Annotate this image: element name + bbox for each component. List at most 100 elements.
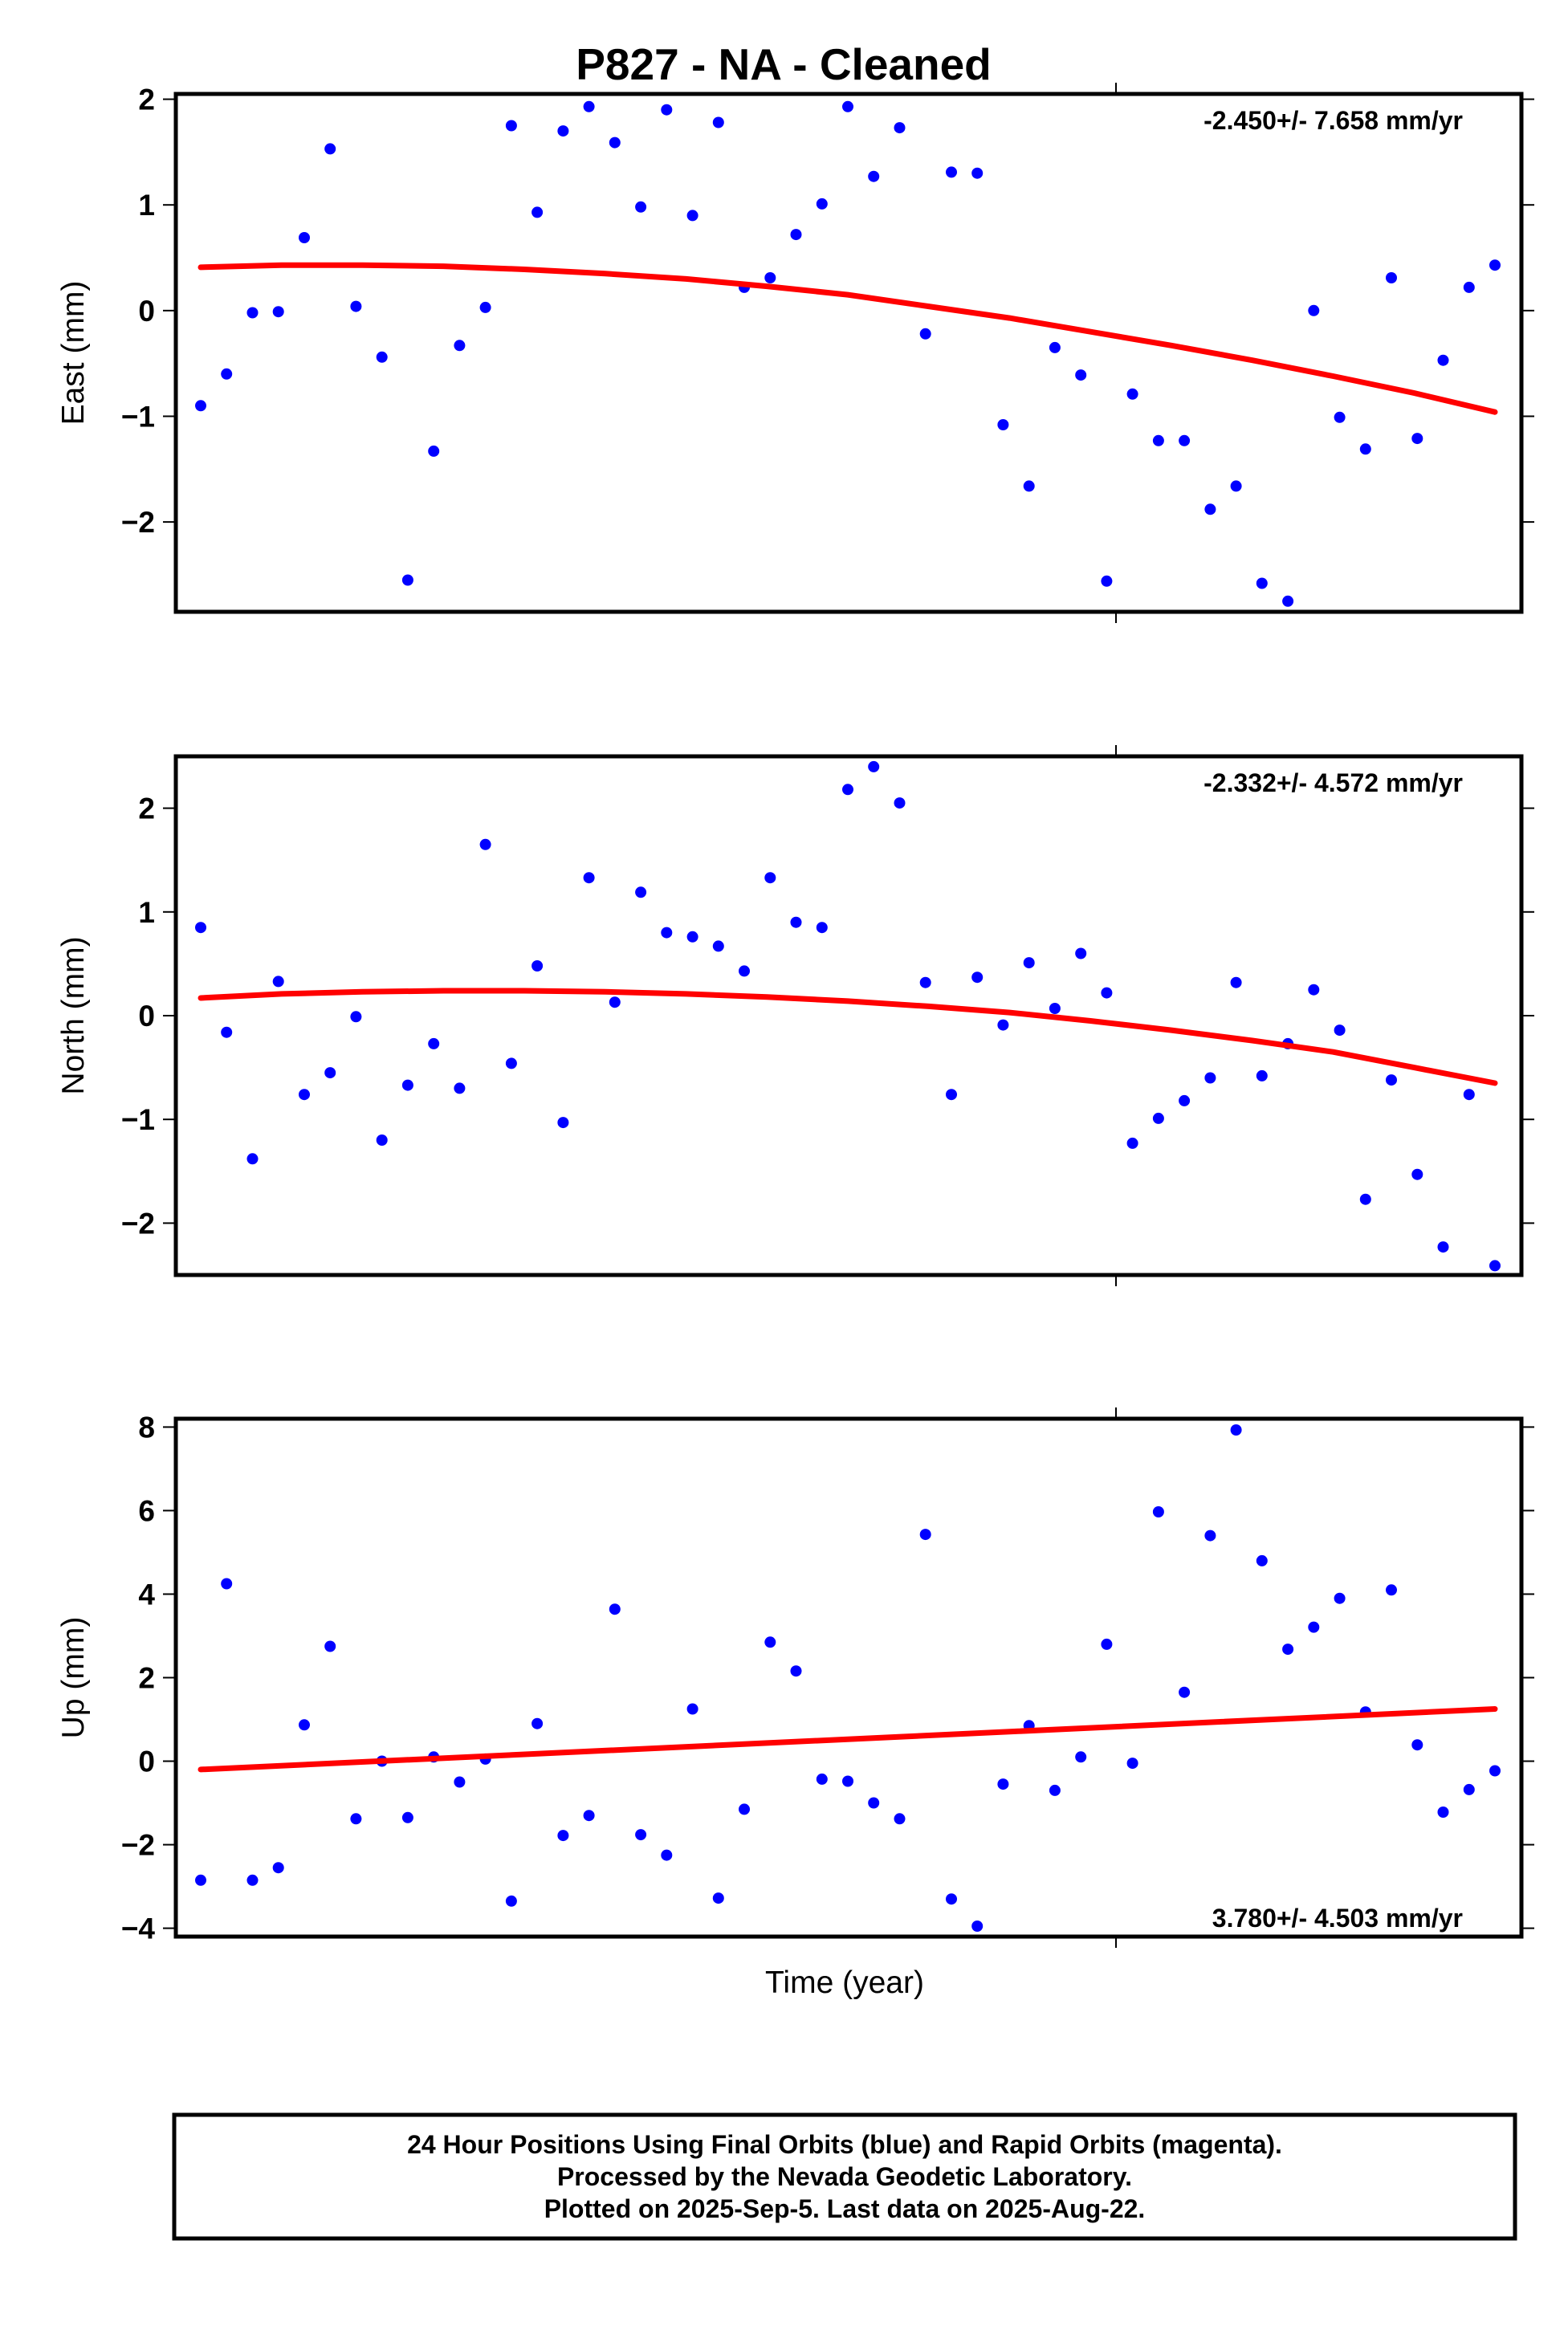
data-point	[324, 1067, 336, 1079]
y-tick-label: −1	[121, 400, 155, 433]
footer-box: 24 Hour Positions Using Final Orbits (bl…	[172, 2112, 1517, 2241]
data-point	[946, 1089, 957, 1101]
y-tick-label: −4	[121, 1912, 156, 1945]
data-point	[1359, 443, 1371, 455]
data-point	[1463, 1783, 1475, 1795]
data-point	[1489, 259, 1501, 271]
y-tick-label: 2	[138, 792, 155, 825]
data-point	[454, 1776, 466, 1788]
data-point	[712, 1892, 724, 1904]
data-point	[401, 574, 413, 586]
data-point	[1308, 1621, 1320, 1633]
panel-frame	[173, 754, 1524, 1277]
data-point	[505, 120, 517, 132]
y-tick-label: 1	[138, 896, 155, 929]
y-tick-label: 0	[138, 1745, 155, 1778]
data-point	[401, 1079, 413, 1091]
y-tick-label: −2	[121, 1207, 155, 1240]
data-point	[401, 1811, 413, 1823]
data-point	[583, 100, 595, 112]
data-point	[1179, 1686, 1191, 1698]
data-point	[1075, 1751, 1087, 1763]
panels-group: 2 1 0 −1 −2 East (mm) -2.450+/- 7.658 mm/yr 2 1 0…	[56, 83, 1534, 1948]
panel-3: 8 6 4 2 0 −2 −4 Up (mm) 3.780+/- 4.503 mm/yr	[56, 1407, 1534, 1948]
fit-line	[198, 1706, 1498, 1773]
data-point	[246, 307, 259, 319]
data-point	[764, 1636, 776, 1648]
y-axis-label: Up (mm)	[56, 1617, 91, 1739]
data-point	[272, 306, 284, 318]
data-point	[479, 301, 491, 313]
data-point	[1463, 1089, 1475, 1101]
data-point	[1023, 480, 1035, 492]
data-point	[919, 328, 931, 340]
data-point	[557, 125, 569, 137]
data-point	[350, 300, 362, 312]
data-point	[1152, 434, 1164, 446]
data-point	[1075, 947, 1087, 959]
data-point	[299, 232, 310, 243]
footer-line-2: Processed by the Nevada Geodetic Laborat…	[557, 2162, 1132, 2191]
data-point	[661, 1849, 673, 1861]
data-point	[1152, 1112, 1164, 1124]
y-tick-label: 6	[138, 1494, 155, 1527]
rate-label: -2.332+/- 4.572 mm/yr	[1203, 768, 1463, 797]
data-point	[1411, 1739, 1423, 1751]
data-point	[1489, 1765, 1501, 1777]
data-point	[1308, 984, 1320, 996]
data-point	[1256, 1554, 1268, 1566]
data-point	[454, 1082, 466, 1094]
data-point	[1101, 1638, 1113, 1650]
x-axis-label: Time (year)	[765, 1965, 924, 2000]
data-point	[1256, 577, 1268, 589]
data-point	[299, 1089, 310, 1101]
data-point	[686, 1703, 698, 1715]
data-point	[376, 1134, 388, 1146]
y-tick-label: −2	[121, 506, 155, 539]
data-point	[894, 122, 906, 134]
rate-label: -2.450+/- 7.658 mm/yr	[1203, 106, 1463, 135]
data-point	[712, 940, 724, 952]
data-point	[971, 1921, 984, 1932]
data-point	[609, 1603, 621, 1615]
data-point	[1023, 957, 1035, 969]
data-point	[1230, 976, 1242, 988]
data-point	[946, 1893, 957, 1905]
data-point	[686, 210, 698, 222]
y-tick-label: −2	[121, 1829, 155, 1862]
data-point	[272, 976, 284, 988]
data-point	[739, 965, 750, 977]
footer-frame	[172, 2112, 1517, 2241]
data-point	[1101, 987, 1113, 999]
data-point	[1308, 304, 1320, 316]
data-point	[1334, 1024, 1346, 1037]
data-point	[1411, 1168, 1423, 1180]
data-point	[609, 136, 621, 149]
data-point	[661, 104, 673, 116]
data-point	[1179, 1094, 1191, 1106]
data-point	[454, 340, 466, 352]
data-point	[946, 166, 957, 178]
data-point	[1075, 369, 1087, 381]
data-point	[764, 272, 776, 283]
data-point	[1386, 272, 1397, 283]
data-point	[790, 229, 802, 241]
data-point	[997, 1019, 1009, 1031]
data-point	[557, 1117, 569, 1129]
chart-title: P827 - NA - Cleaned	[576, 39, 992, 89]
data-point	[842, 784, 853, 796]
y-tick-label: 2	[138, 1662, 155, 1695]
data-point	[635, 201, 647, 213]
fit-line	[198, 988, 1498, 1086]
data-point	[894, 797, 906, 809]
data-point	[1204, 1530, 1216, 1542]
panel-2: 2 1 0 −1 −2 North (mm) -2.332+/- 4.572 mm/yr	[56, 745, 1534, 1286]
data-point	[790, 916, 802, 928]
data-point	[1126, 1758, 1138, 1770]
y-tick-label: 2	[138, 84, 155, 116]
data-point	[1334, 1592, 1346, 1604]
data-point	[1411, 433, 1423, 445]
data-point	[1152, 1506, 1164, 1517]
y-tick-label: 4	[138, 1578, 155, 1611]
